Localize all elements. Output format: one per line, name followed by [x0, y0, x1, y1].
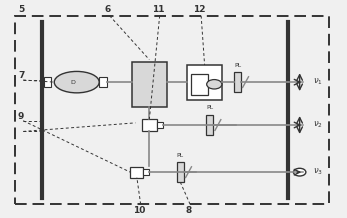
- Text: D: D: [71, 80, 76, 85]
- Bar: [44, 77, 51, 87]
- Circle shape: [294, 168, 306, 176]
- Text: 6: 6: [105, 5, 111, 14]
- Text: $\nu_2$: $\nu_2$: [313, 120, 323, 130]
- Bar: [130, 167, 143, 177]
- Bar: [177, 162, 184, 182]
- Bar: [234, 72, 241, 92]
- Bar: [132, 62, 167, 107]
- Text: PL: PL: [177, 153, 184, 158]
- Bar: [142, 119, 157, 131]
- Text: PL: PL: [234, 63, 241, 68]
- Bar: [187, 65, 222, 100]
- Ellipse shape: [54, 72, 99, 93]
- Text: PL: PL: [206, 106, 213, 111]
- Text: 5: 5: [18, 5, 24, 14]
- Text: 10: 10: [133, 206, 145, 215]
- Bar: [99, 77, 107, 87]
- Text: 12: 12: [193, 5, 206, 14]
- Bar: [191, 73, 208, 95]
- Bar: [143, 169, 149, 175]
- Text: 9: 9: [18, 112, 24, 121]
- Text: 8: 8: [186, 206, 192, 215]
- Bar: [157, 122, 163, 128]
- Circle shape: [207, 80, 222, 89]
- Text: 11: 11: [152, 5, 164, 14]
- Bar: [15, 16, 329, 204]
- Text: 7: 7: [18, 71, 24, 80]
- Text: $\nu_3$: $\nu_3$: [313, 167, 323, 177]
- Bar: [206, 115, 213, 135]
- Text: $\nu_1$: $\nu_1$: [313, 77, 323, 87]
